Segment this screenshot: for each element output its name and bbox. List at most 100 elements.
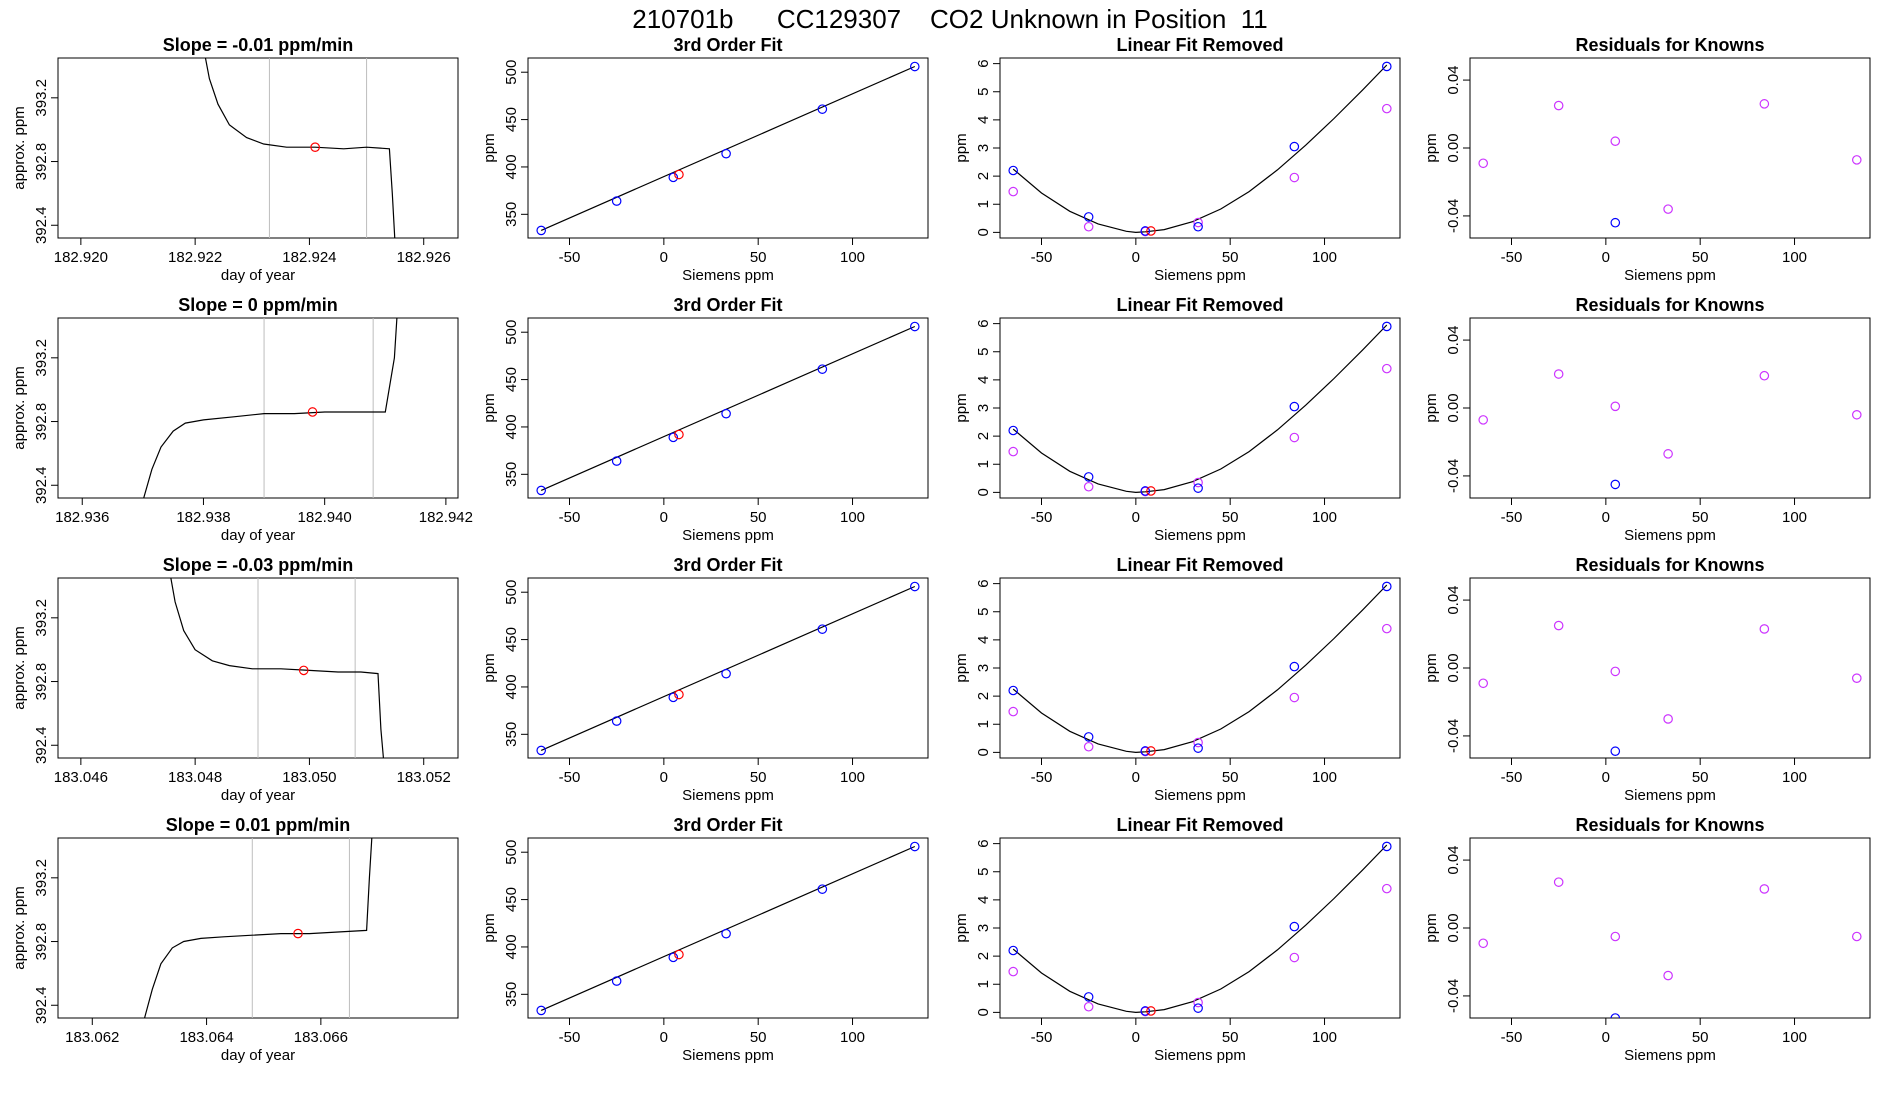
trace-line xyxy=(143,318,398,498)
x-tick-label: 182.924 xyxy=(282,249,336,266)
residual-point xyxy=(1553,100,1564,111)
unknown-point xyxy=(1146,226,1156,236)
chart-panel-r1c3: Linear Fit Removed -50 0 50 100 0 1 2 3 4 5 6 Siemen… xyxy=(953,35,1401,284)
plot-frame xyxy=(1469,57,1871,239)
x-tick-label: 0 xyxy=(1132,249,1140,266)
known-alt-point xyxy=(1008,706,1019,717)
y-tick-label: 5 xyxy=(975,868,992,876)
known-alt-point xyxy=(1381,363,1392,374)
known-point xyxy=(817,104,828,114)
unknown-point xyxy=(674,429,684,440)
plot-area xyxy=(1008,841,1392,1017)
y-axis-label: approx. ppm xyxy=(11,886,28,969)
y-tick-label: 0.00 xyxy=(1445,653,1462,682)
known-point xyxy=(668,172,679,183)
residual-point xyxy=(1759,624,1770,634)
known-point xyxy=(817,884,828,894)
x-tick-label: 183.050 xyxy=(282,769,336,786)
known-alt-point xyxy=(1289,432,1300,443)
known-point xyxy=(1381,841,1392,852)
plot-area xyxy=(1008,581,1392,757)
plot-frame xyxy=(527,577,929,759)
y-tick-label: 350 xyxy=(503,202,520,227)
y-tick-label: 350 xyxy=(503,982,520,1007)
residual-point xyxy=(1759,99,1770,109)
y-axis-label: ppm xyxy=(481,393,498,422)
residual-point xyxy=(1759,884,1770,894)
known-alt-point xyxy=(1083,741,1094,752)
y-tick-label: 0.00 xyxy=(1445,393,1462,422)
chart-title: Residuals for Knowns xyxy=(1575,35,1764,55)
x-tick-label: 50 xyxy=(1692,249,1709,266)
residual-point xyxy=(1478,158,1489,169)
x-tick-label: 183.066 xyxy=(294,1029,348,1046)
known-point xyxy=(668,952,679,963)
trace-line xyxy=(170,578,385,758)
y-tick-label: 500 xyxy=(503,580,520,605)
y-tick-label: 5 xyxy=(975,348,992,356)
mean-marker xyxy=(293,928,303,939)
y-tick-label: 6 xyxy=(975,319,992,327)
chart-panel-r3c3: Linear Fit Removed -50 0 50 100 0 1 2 3 4 5 6 Siemen… xyxy=(953,555,1401,804)
known-point xyxy=(536,745,547,756)
plot-area xyxy=(1008,321,1392,497)
x-axis-label: Siemens ppm xyxy=(1154,267,1246,284)
y-tick-label: 6 xyxy=(975,59,992,67)
residual-point xyxy=(1478,678,1489,689)
unknown-point xyxy=(1146,1006,1156,1016)
chart-panel-r4c1: Slope = 0.01 ppm/min 183.062 183.064 183.06… xyxy=(11,815,459,1064)
y-tick-label: 0 xyxy=(975,748,992,756)
y-tick-label: -0.04 xyxy=(1445,719,1462,753)
y-axis-label: ppm xyxy=(1423,653,1440,682)
fit-line xyxy=(540,325,916,491)
plot-frame xyxy=(57,57,459,239)
y-tick-label: 3 xyxy=(975,924,992,932)
known-point xyxy=(817,364,828,374)
plot-frame xyxy=(57,837,459,1019)
residual-point xyxy=(1851,409,1862,420)
plot-area xyxy=(170,578,385,758)
y-tick-label: 450 xyxy=(503,367,520,392)
residual-point xyxy=(1478,415,1489,425)
chart-title: Residuals for Knowns xyxy=(1575,295,1764,315)
known-point xyxy=(1193,221,1203,232)
chart-title: 3rd Order Fit xyxy=(673,35,782,55)
chart-title: 3rd Order Fit xyxy=(673,555,782,575)
x-tick-label: 0 xyxy=(1602,509,1610,526)
chart-panel-r2c4: Residuals for Knowns -50 0 50 100 -0.04 0.00 0.… xyxy=(1423,295,1871,544)
known-point xyxy=(721,148,731,159)
chart-title: Linear Fit Removed xyxy=(1116,295,1283,315)
residual-point xyxy=(1851,931,1862,942)
y-tick-label: 400 xyxy=(503,154,520,179)
x-tick-label: -50 xyxy=(1501,1029,1523,1046)
residual-point xyxy=(1851,673,1862,683)
known-point xyxy=(1289,141,1300,152)
x-tick-label: 183.046 xyxy=(54,769,108,786)
plot-frame xyxy=(999,577,1401,759)
known-point xyxy=(1193,483,1203,493)
plot-frame xyxy=(1469,837,1871,1019)
y-axis-label: ppm xyxy=(1423,393,1440,422)
unknown-residual-point xyxy=(1610,217,1621,228)
chart-panel-r4c2: 3rd Order Fit -50 0 50 100 350 400 450 500 Siemen… xyxy=(481,815,929,1064)
y-tick-label: 392.8 xyxy=(33,663,50,701)
chart-title: Linear Fit Removed xyxy=(1116,815,1283,835)
chart-title: Slope = 0 ppm/min xyxy=(178,295,338,315)
known-alt-point xyxy=(1193,737,1203,748)
x-tick-label: 50 xyxy=(750,509,767,526)
x-tick-label: 183.062 xyxy=(65,1029,119,1046)
known-point xyxy=(668,432,679,443)
known-point xyxy=(1083,472,1094,482)
plot-area xyxy=(536,61,920,236)
y-tick-label: 400 xyxy=(503,674,520,699)
x-tick-label: 100 xyxy=(1312,509,1337,526)
x-tick-label: -50 xyxy=(1031,769,1053,786)
known-point xyxy=(909,841,920,852)
plot-frame xyxy=(999,837,1401,1019)
chart-panel-r1c4: Residuals for Knowns -50 0 50 100 -0.04 0.00 0.… xyxy=(1423,35,1871,284)
y-axis-label: ppm xyxy=(1423,913,1440,942)
x-axis-label: day of year xyxy=(221,527,295,544)
x-tick-label: 0 xyxy=(1132,509,1140,526)
known-point xyxy=(668,692,679,703)
residual-point xyxy=(1610,401,1621,412)
